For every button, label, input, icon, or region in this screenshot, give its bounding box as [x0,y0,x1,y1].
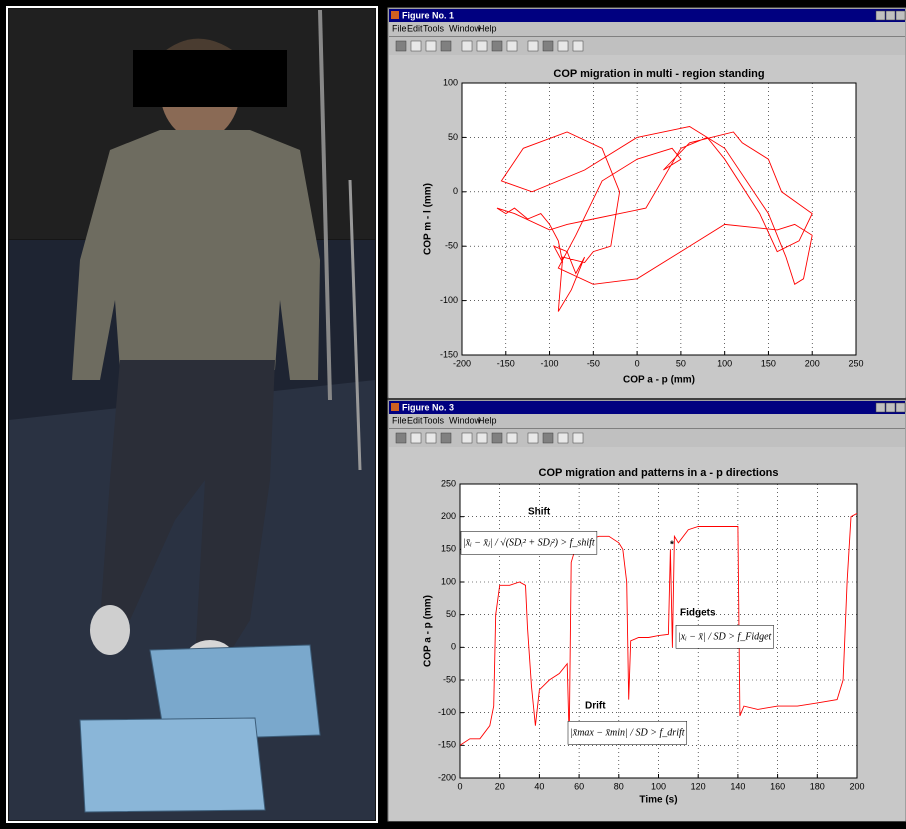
x-tick-label: -100 [541,358,559,368]
y-tick-label: 100 [443,77,458,87]
y-tick-label: 250 [441,478,456,488]
x-tick-label: 200 [849,781,864,791]
toolbar-button[interactable] [507,41,517,51]
x-tick-label: 120 [691,781,706,791]
photo [7,7,377,822]
toolbar-button[interactable] [558,433,568,443]
x-axis-label: COP a - p (mm) [623,375,695,386]
x-tick-label: 150 [761,358,776,368]
window-icon [391,403,399,411]
x-tick-label: -150 [497,358,515,368]
toolbar-button[interactable] [528,41,538,51]
x-tick-label: 100 [651,781,666,791]
menu-item[interactable]: File [392,23,407,33]
y-tick-label: 50 [448,132,458,142]
toolbar-button[interactable] [477,433,487,443]
annotation: Shift [528,507,551,518]
window-title: Figure No. 1 [402,10,454,20]
y-tick-label: -100 [438,707,456,717]
x-tick-label: 60 [574,781,584,791]
menu-item[interactable]: File [392,415,407,425]
toolbar-button[interactable] [462,41,472,51]
menu-item[interactable]: Tools [423,415,445,425]
x-tick-label: 250 [848,358,863,368]
x-tick-label: 80 [614,781,624,791]
toolbar-button[interactable] [441,41,451,51]
toolbar-button[interactable] [558,41,568,51]
y-tick-label: 100 [441,576,456,586]
toolbar-button[interactable] [507,433,517,443]
y-tick-label: -100 [440,295,458,305]
menu-item[interactable]: Help [478,23,497,33]
annotation: * [670,540,674,551]
window-button[interactable] [886,403,895,412]
x-tick-label: -200 [453,358,471,368]
menu-item[interactable]: Window [449,23,482,33]
y-tick-label: 150 [441,544,456,554]
window-button[interactable] [896,11,905,20]
toolbar-button[interactable] [462,433,472,443]
x-tick-label: -50 [587,358,600,368]
y-axis-label: COP a - p (mm) [423,595,434,667]
toolbar-button[interactable] [426,433,436,443]
annotation: Drift [585,701,606,712]
menu-item[interactable]: Tools [423,23,445,33]
toolbar-button[interactable] [411,41,421,51]
chart-title: COP migration and patterns in a - p dire… [539,467,779,479]
plot-area [462,83,856,355]
y-tick-label: -150 [440,349,458,359]
menu-item[interactable]: Help [478,415,497,425]
y-tick-label: -50 [445,241,458,251]
window-title: Figure No. 3 [402,402,454,412]
toolbar-button[interactable] [477,41,487,51]
menu-item[interactable]: Edit [407,23,423,33]
toolbar-button[interactable] [396,41,406,51]
toolbar-button[interactable] [528,433,538,443]
toolbar-button[interactable] [492,41,502,51]
toolbar-button[interactable] [411,433,421,443]
x-tick-label: 0 [635,358,640,368]
y-tick-label: 0 [453,186,458,196]
y-tick-label: -50 [443,674,456,684]
screen: Figure No. 1FileEditToolsWindowHelpFigur… [0,0,906,829]
formula: |x̄ᵢ − x̄ⱼ| / √(SDᵢ² + SDⱼ²) > f_shift [463,537,595,548]
menu-item[interactable]: Window [449,415,482,425]
toolbar-button[interactable] [573,433,583,443]
x-tick-label: 140 [730,781,745,791]
x-tick-label: 20 [495,781,505,791]
y-tick-label: 50 [446,609,456,619]
window-button[interactable] [876,11,885,20]
formula: |x̄max − x̄min| / SD > f_drift [570,727,685,738]
toolbar-button[interactable] [492,433,502,443]
window-button[interactable] [896,403,905,412]
y-tick-label: 200 [441,511,456,521]
menu-item[interactable]: Edit [407,415,423,425]
x-tick-label: 50 [676,358,686,368]
x-tick-label: 0 [457,781,462,791]
toolbar-button[interactable] [396,433,406,443]
toolbar-button[interactable] [573,41,583,51]
x-tick-label: 180 [810,781,825,791]
window-button[interactable] [876,403,885,412]
annotation: Fidgets [680,608,716,619]
toolbar-button[interactable] [441,433,451,443]
toolbar-button[interactable] [426,41,436,51]
y-axis-label: COP m - l (mm) [423,183,434,255]
x-tick-label: 40 [534,781,544,791]
y-tick-label: -200 [438,772,456,782]
x-tick-label: 160 [770,781,785,791]
x-tick-label: 100 [717,358,732,368]
x-tick-label: 200 [805,358,820,368]
toolbar-button[interactable] [543,433,553,443]
window-icon [391,11,399,19]
window-button[interactable] [886,11,895,20]
toolbar-button[interactable] [543,41,553,51]
x-axis-label: Time (s) [639,795,677,806]
formula: |xᵢ − x̄| / SD > f_Fidget [678,631,772,642]
chart-title: COP migration in multi - region standing [553,68,764,80]
y-tick-label: 0 [451,642,456,652]
y-tick-label: -150 [438,740,456,750]
